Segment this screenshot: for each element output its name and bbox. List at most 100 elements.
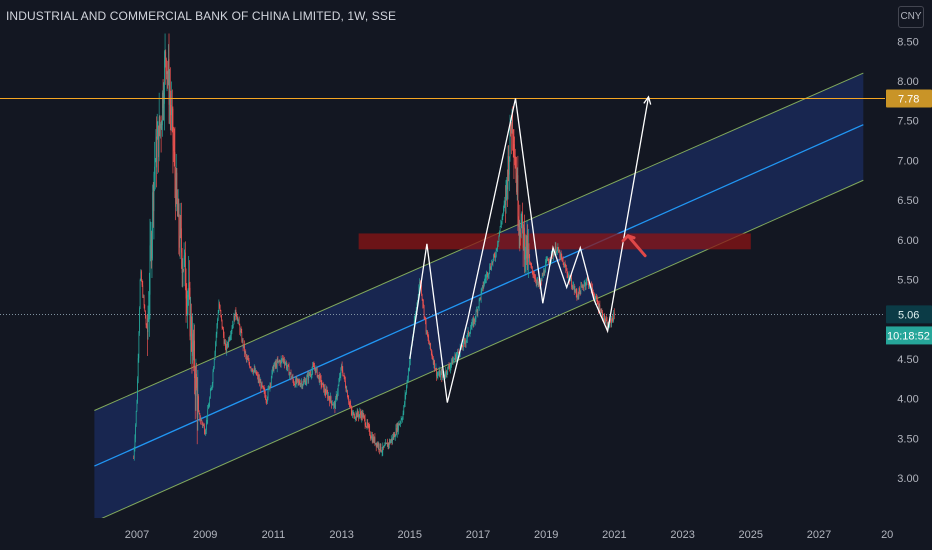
candle-body (457, 351, 459, 353)
candle-body (164, 59, 165, 104)
candle-body (470, 326, 472, 330)
candle-body (285, 362, 287, 364)
candle-body (466, 338, 468, 341)
candle-body (219, 307, 221, 311)
candle-body (230, 331, 232, 336)
candle-body (320, 377, 322, 385)
candle-body (161, 125, 163, 130)
candle-body (473, 318, 475, 326)
candle-body (519, 225, 521, 233)
candle-body (152, 192, 154, 212)
candle-body (174, 152, 176, 178)
candle-body (179, 235, 180, 248)
countdown-timer: 10:18:52 (887, 330, 930, 342)
candle-body (469, 333, 471, 335)
candle-body (223, 329, 224, 336)
candle-body (609, 319, 611, 321)
candle-body (392, 436, 393, 442)
candle-body (242, 339, 243, 342)
currency-selector[interactable]: CNY (898, 6, 924, 28)
candle-body (211, 383, 213, 388)
candle-body (570, 277, 572, 281)
candle-body (613, 312, 615, 315)
candle-body (268, 386, 270, 389)
candle-body (220, 310, 222, 316)
candle-body (427, 330, 428, 336)
candle-body (261, 382, 262, 389)
candle-body (196, 387, 198, 418)
candle-body (537, 280, 538, 282)
candle-body (172, 108, 174, 146)
y-tick-label: 8.50 (897, 36, 918, 48)
candle-body (284, 360, 285, 364)
candle-body (388, 443, 390, 445)
candle-body (381, 451, 383, 453)
candle-body (582, 285, 584, 288)
candle-body (373, 436, 374, 442)
candle-body (434, 368, 436, 370)
candle-body (385, 443, 387, 444)
candle-body (501, 217, 503, 223)
candle-body (489, 266, 491, 270)
candle-body (371, 435, 373, 443)
candle-body (331, 400, 332, 405)
candle-body (278, 360, 279, 362)
candle-body (492, 259, 494, 264)
candle-body (526, 235, 527, 259)
candle-body (361, 412, 363, 419)
candle-body (166, 59, 167, 74)
candle-body (200, 419, 202, 421)
candle-body (322, 382, 323, 385)
candle-body (209, 391, 211, 399)
candle-body (262, 385, 264, 387)
candle-body (457, 351, 458, 354)
candle-body (486, 274, 487, 279)
candle-body (353, 412, 355, 418)
channel-middle-line (94, 124, 864, 467)
candle-body (512, 109, 513, 135)
candle-body (568, 275, 569, 277)
candle-body (237, 319, 239, 321)
candle-body (254, 368, 256, 373)
candle-body (477, 307, 479, 313)
candle-body (283, 358, 285, 361)
candle-body (195, 373, 197, 396)
candle-body (403, 405, 405, 414)
candle-body (341, 365, 343, 371)
candle-body (264, 390, 266, 395)
candle-body (248, 360, 250, 364)
candle-body (544, 272, 546, 274)
candle-body (425, 320, 427, 332)
candle-body (291, 376, 293, 378)
candle-body (449, 366, 451, 369)
candle-body (479, 297, 481, 300)
candle-body (478, 299, 480, 307)
candle-body (346, 390, 348, 392)
candle-body (217, 312, 219, 319)
candle-body (592, 287, 593, 293)
candle-body (286, 362, 287, 368)
candle-body (404, 394, 406, 404)
candle-body (265, 394, 266, 400)
y-tick-label: 8.00 (897, 76, 918, 88)
candle-body (140, 271, 142, 280)
candle-body (387, 443, 388, 447)
candle-body (335, 395, 337, 399)
candle-body (148, 312, 150, 319)
breakout-arrow-shaft (626, 234, 647, 258)
candle-body (493, 255, 495, 256)
x-tick-label: 20 (881, 529, 893, 541)
candle-body (340, 368, 342, 377)
candle-body (379, 449, 380, 451)
candle-body (141, 271, 142, 281)
candle-body (593, 294, 595, 298)
candle-body (154, 166, 155, 175)
candle-body (287, 364, 289, 368)
candle-body (286, 367, 288, 368)
candle-body (400, 419, 402, 423)
candle-body (554, 246, 556, 252)
candle-body (476, 310, 478, 313)
candle-body (590, 284, 592, 285)
candle-body (478, 306, 479, 308)
